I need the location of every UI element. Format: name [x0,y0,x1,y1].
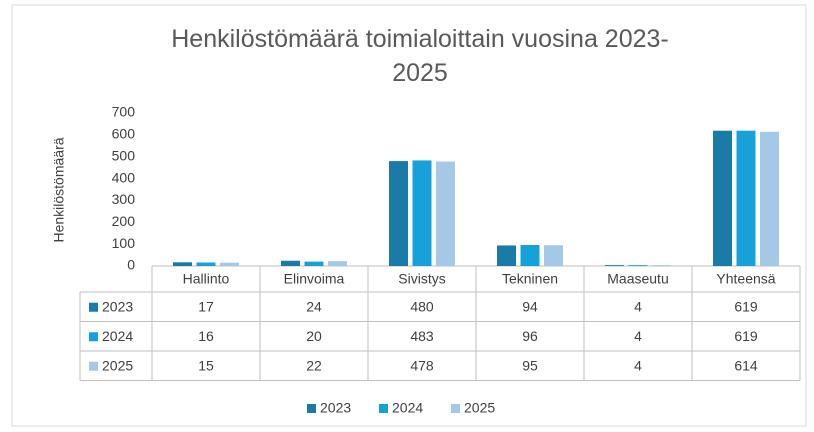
table-value: 15 [198,357,214,373]
bar [220,262,239,266]
legend-swatch [451,404,460,413]
table-value: 95 [522,357,538,373]
bar [173,262,192,266]
y-axis-title: Henkilöstömäärä [51,137,67,242]
table-series-name: 2024 [102,328,133,344]
bar [196,262,216,266]
bar [281,260,300,266]
legend-swatch [307,404,316,413]
y-tick-label: 400 [112,169,136,185]
bar [628,265,648,266]
table-series-name: 2023 [102,298,133,314]
chart-title: Henkilöstömäärä toimialoittain vuosina 2… [171,25,669,87]
x-tick-label: Yhteensä [716,271,775,287]
table-value: 483 [410,328,434,344]
legend-swatch [89,332,98,342]
y-tick-label: 0 [127,257,135,273]
table-value: 16 [198,328,214,344]
table-value: 614 [734,357,758,373]
table-value: 20 [306,328,322,344]
table-value: 24 [306,298,322,314]
y-tick-label: 600 [112,126,136,142]
table-value: 96 [522,328,538,344]
bar [760,131,779,266]
x-tick-label: Tekninen [502,271,558,287]
y-tick-label: 700 [112,104,136,120]
y-tick-label: 300 [112,191,136,207]
x-tick-label: Elinvoima [284,271,345,287]
x-tick-label: Hallinto [183,271,230,287]
bar [736,130,756,266]
bar [544,245,563,266]
x-tick-label: Sivistys [398,271,445,287]
bar [497,245,516,266]
bar [520,245,540,266]
chart-border [11,4,807,427]
bar [652,265,671,266]
bar [412,160,432,266]
table-value: 22 [306,357,322,373]
legend-label: 2025 [464,400,495,416]
bar [328,261,347,266]
y-tick-label: 500 [112,147,136,163]
table-value: 4 [634,357,642,373]
table-series-name: 2025 [102,357,133,373]
bar [605,265,624,266]
bar [304,261,324,266]
bar [713,130,732,266]
bar [389,161,408,266]
table-value: 17 [198,298,214,314]
y-tick-label: 200 [112,213,136,229]
table-value: 94 [522,298,538,314]
table-value: 4 [634,298,642,314]
legend-swatch [89,361,98,371]
y-tick-label: 100 [112,235,136,251]
table-value: 619 [734,298,758,314]
bar [436,161,455,266]
legend-label: 2024 [392,400,423,416]
table-value: 478 [410,357,434,373]
legend-swatch [89,302,98,312]
table-value: 619 [734,328,758,344]
table-value: 4 [634,328,642,344]
x-tick-label: Maaseutu [607,271,668,287]
table-value: 480 [410,298,434,314]
legend-label: 2023 [320,400,351,416]
legend-swatch [379,404,388,413]
